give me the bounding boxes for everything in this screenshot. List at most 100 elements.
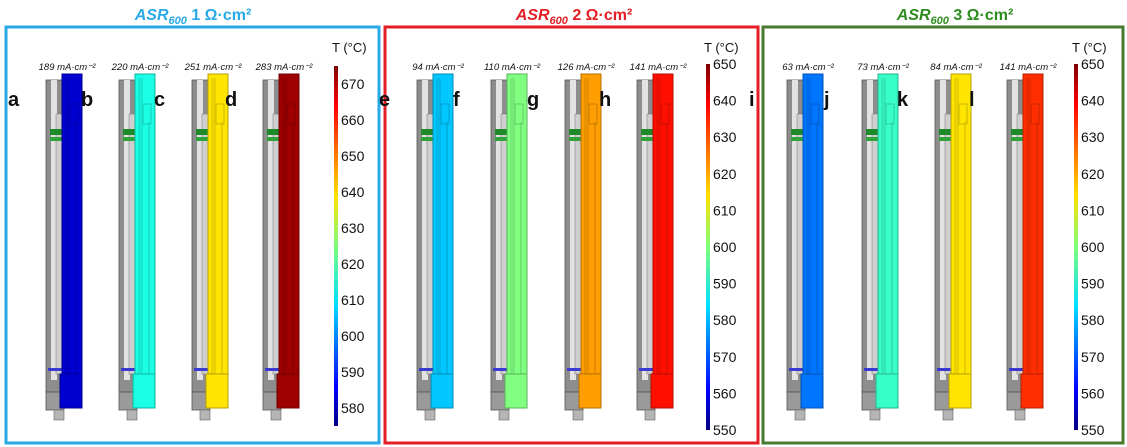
- colorbar-tick-label: 560: [713, 385, 737, 401]
- bottom-seam: [567, 368, 581, 371]
- temperature-field-detail: [514, 103, 524, 125]
- colorbar-tick-label: 660: [341, 112, 365, 128]
- gas-inlet-tube: [498, 409, 510, 421]
- colorbar-tick-label: 570: [1081, 349, 1105, 365]
- cell-a: a 189 mA·cm⁻²: [8, 62, 97, 421]
- seal-glass-lower: [939, 137, 951, 141]
- colorbar: T (°C) 580 590 600 610 620 630 640 650 660 670: [332, 40, 367, 426]
- cell-f: f 110 mA·cm⁻²: [453, 62, 541, 421]
- colorbar-tick-label: 610: [1081, 202, 1105, 218]
- temperature-field-base: [504, 373, 528, 409]
- current-density-label: 63 mA·cm⁻²: [782, 62, 834, 73]
- colorbar-label: T (°C): [1072, 40, 1107, 55]
- seal-glass: [421, 129, 433, 135]
- seal-glass-lower: [267, 137, 279, 141]
- panel-frame: [383, 25, 760, 445]
- colorbar-tick-label: 630: [1081, 129, 1105, 145]
- interconnect: [646, 113, 654, 375]
- seal-glass-lower: [50, 137, 62, 141]
- colorbar-tick-label: 590: [1081, 276, 1105, 292]
- colorbar-tick-label: 600: [1081, 239, 1105, 255]
- colorbar-tick-label: 640: [341, 184, 365, 200]
- title-value-text: 3 Ω·cm²: [953, 7, 1013, 24]
- temperature-field-inner: [584, 78, 589, 388]
- panel-title: ASR600 1 Ω·cm²: [134, 7, 252, 27]
- current-density-label: 141 mA·cm⁻²: [630, 62, 688, 73]
- temperature-field-inner: [65, 78, 70, 388]
- seal-glass: [569, 129, 581, 135]
- seal-glass-lower: [196, 137, 208, 141]
- current-density-label: 84 mA·cm⁻²: [930, 62, 982, 73]
- interconnect: [128, 113, 136, 375]
- colorbar-tick-label: 670: [341, 76, 365, 92]
- gas-inlet-tube: [270, 409, 282, 421]
- housing-inner-wall: [792, 80, 798, 380]
- housing-inner-wall: [570, 80, 576, 380]
- cell-g: g 126 mA·cm⁻²: [527, 62, 616, 421]
- seal-glass-lower: [495, 137, 507, 141]
- seal-glass: [641, 129, 653, 135]
- cell-h: h 141 mA·cm⁻²: [599, 62, 688, 421]
- current-density-label: 283 mA·cm⁻²: [255, 62, 314, 73]
- seal-glass: [267, 129, 279, 135]
- housing-inner-wall: [268, 80, 274, 380]
- temperature-field-base: [650, 373, 674, 409]
- temperature-field-base: [800, 373, 824, 409]
- temperature-field-base: [132, 373, 156, 409]
- colorbar-tick-label: 580: [1081, 312, 1105, 328]
- temperature-field-inner: [282, 78, 287, 388]
- interconnect: [1016, 113, 1024, 375]
- colorbar-tick-label: 620: [1081, 166, 1105, 182]
- current-density-label: 220 mA·cm⁻²: [111, 62, 170, 73]
- colorbar-tick-label: 640: [1081, 93, 1105, 109]
- temperature-field-inner: [211, 78, 216, 388]
- colorbar-tick-label: 650: [1081, 56, 1105, 72]
- colorbar-tick-label: 610: [341, 292, 365, 308]
- title-symbol: ASR: [896, 7, 931, 24]
- colorbar: T (°C) 550 560 570 580 590 600 610 620 630 640 650: [704, 40, 739, 438]
- bottom-seam: [265, 368, 279, 371]
- interconnect: [272, 113, 280, 375]
- cell-letter: k: [897, 89, 909, 111]
- temperature-field-base: [205, 373, 229, 409]
- colorbar-tick-label: 590: [341, 364, 365, 380]
- seal-glass-lower: [791, 137, 803, 141]
- seal-glass: [939, 129, 951, 135]
- interconnect: [55, 113, 63, 375]
- temperature-field-detail: [660, 103, 670, 125]
- bottom-seam: [419, 368, 433, 371]
- temperature-field-detail: [958, 103, 968, 125]
- interconnect: [944, 113, 952, 375]
- housing-inner-wall: [124, 80, 130, 380]
- gas-inlet-tube: [869, 409, 881, 421]
- panel-frame: [761, 25, 1125, 445]
- current-density-label: 189 mA·cm⁻²: [39, 62, 97, 73]
- cell-l: l 141 mA·cm⁻²: [969, 62, 1057, 421]
- temperature-field-base: [578, 373, 602, 409]
- interconnect: [871, 113, 879, 375]
- colorbar-tick-label: 550: [713, 422, 737, 438]
- seal-glass-lower: [569, 137, 581, 141]
- colorbar-scale: [1074, 64, 1078, 430]
- temperature-field-inner: [806, 78, 811, 388]
- colorbar: T (°C) 550 560 570 580 590 600 610 620 630 640 650: [1072, 40, 1107, 438]
- seal-glass-lower: [421, 137, 433, 141]
- current-density-label: 126 mA·cm⁻²: [558, 62, 616, 73]
- bottom-seam: [864, 368, 878, 371]
- temperature-field-detail: [1030, 103, 1040, 125]
- temperature-field-inner: [436, 78, 441, 388]
- housing-inner-wall: [867, 80, 873, 380]
- bottom-seam: [194, 368, 208, 371]
- colorbar-tick-label: 630: [341, 220, 365, 236]
- colorbar-tick-label: 550: [1081, 422, 1105, 438]
- temperature-field-base: [430, 373, 454, 409]
- temperature-field-detail: [69, 103, 79, 125]
- seal-glass: [123, 129, 135, 135]
- panel-frame: [4, 25, 381, 445]
- cell-j: j 73 mA·cm⁻²: [823, 62, 910, 421]
- colorbar-tick-label: 620: [341, 256, 365, 272]
